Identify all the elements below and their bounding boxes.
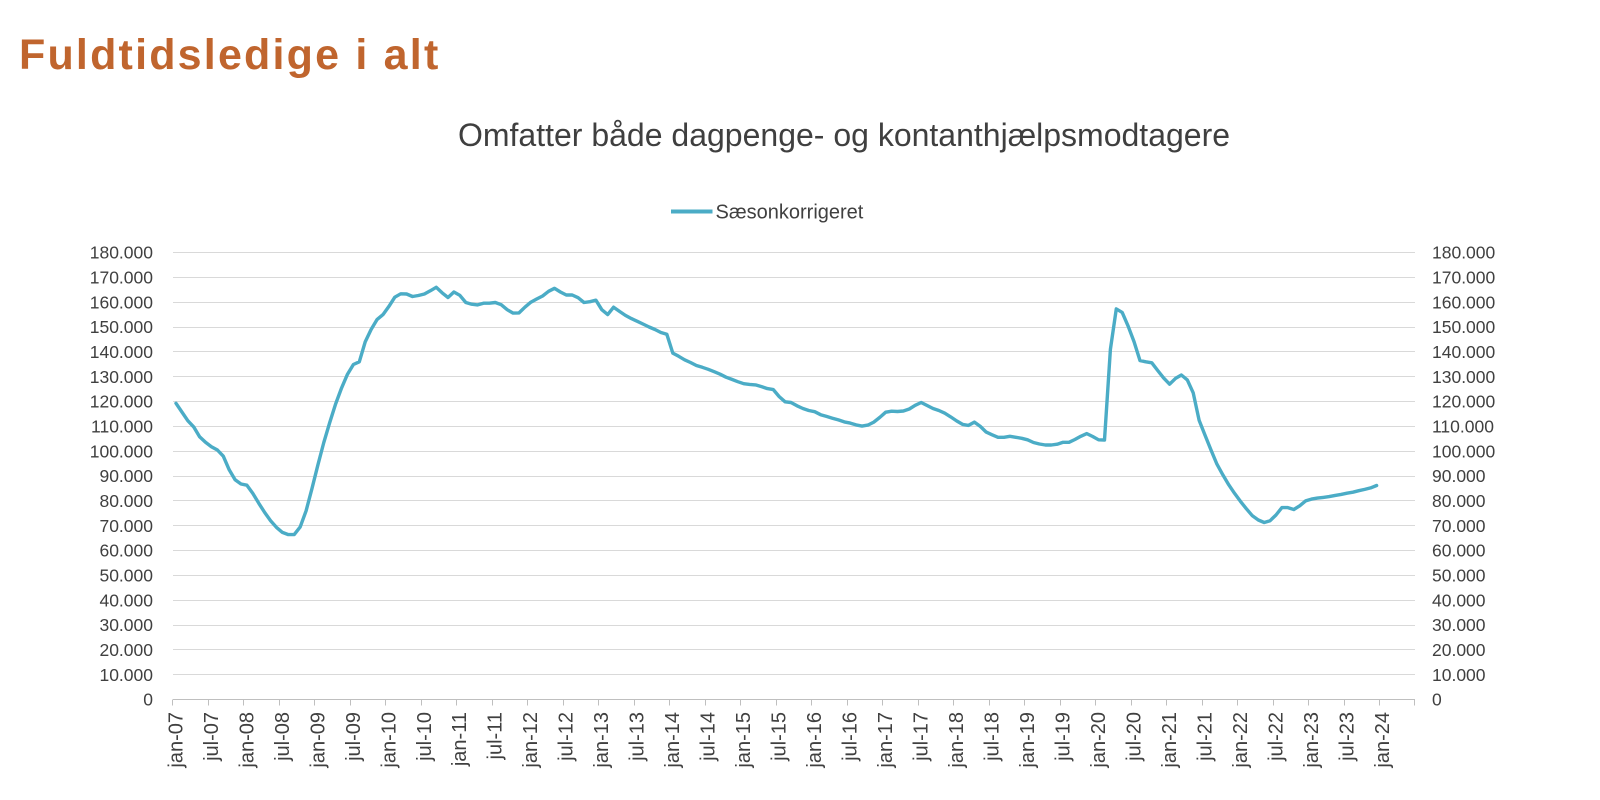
svg-text:jan-09: jan-09: [307, 712, 329, 769]
svg-text:120.000: 120.000: [1432, 392, 1496, 412]
svg-text:20.000: 20.000: [99, 640, 153, 660]
svg-text:jul-15: jul-15: [769, 712, 791, 762]
svg-text:40.000: 40.000: [99, 590, 153, 610]
svg-text:120.000: 120.000: [90, 392, 154, 412]
svg-text:jul-21: jul-21: [1194, 712, 1216, 762]
svg-text:160.000: 160.000: [1432, 292, 1496, 312]
svg-text:70.000: 70.000: [1432, 516, 1486, 536]
svg-text:jul-11: jul-11: [485, 712, 507, 760]
svg-text:jan-13: jan-13: [591, 712, 613, 769]
svg-text:jan-08: jan-08: [236, 712, 258, 769]
svg-text:80.000: 80.000: [99, 491, 153, 511]
svg-text:jan-18: jan-18: [946, 712, 968, 769]
svg-text:130.000: 130.000: [90, 367, 154, 387]
svg-text:jul-13: jul-13: [627, 712, 649, 762]
svg-text:jan-22: jan-22: [1230, 712, 1252, 769]
svg-text:jul-20: jul-20: [1124, 712, 1146, 762]
svg-text:jan-24: jan-24: [1372, 712, 1394, 769]
svg-text:jan-14: jan-14: [662, 712, 684, 769]
svg-text:jul-07: jul-07: [201, 712, 223, 762]
svg-text:150.000: 150.000: [1432, 317, 1496, 337]
svg-text:20.000: 20.000: [1432, 640, 1486, 660]
svg-text:150.000: 150.000: [90, 317, 154, 337]
svg-text:jan-07: jan-07: [165, 712, 187, 769]
svg-text:180.000: 180.000: [1432, 243, 1496, 263]
svg-text:100.000: 100.000: [1432, 441, 1496, 461]
svg-text:jul-22: jul-22: [1265, 712, 1287, 762]
svg-text:60.000: 60.000: [1432, 541, 1486, 561]
svg-text:jan-23: jan-23: [1301, 712, 1323, 769]
svg-text:50.000: 50.000: [99, 566, 153, 586]
svg-text:jul-17: jul-17: [911, 712, 933, 762]
svg-text:jul-09: jul-09: [343, 712, 365, 762]
svg-text:90.000: 90.000: [99, 466, 153, 486]
svg-text:jul-08: jul-08: [272, 712, 294, 762]
svg-text:160.000: 160.000: [90, 292, 154, 312]
svg-text:170.000: 170.000: [90, 268, 154, 288]
svg-text:70.000: 70.000: [99, 516, 153, 536]
svg-text:jul-18: jul-18: [982, 712, 1004, 762]
svg-text:110.000: 110.000: [1432, 417, 1494, 437]
svg-text:140.000: 140.000: [90, 342, 154, 362]
svg-text:jan-19: jan-19: [1017, 712, 1039, 769]
svg-text:0: 0: [1432, 690, 1442, 710]
svg-text:90.000: 90.000: [1432, 466, 1486, 486]
svg-text:Omfatter både dagpenge- og kon: Omfatter både dagpenge- og kontanthjælps…: [458, 117, 1230, 153]
svg-text:60.000: 60.000: [99, 541, 153, 561]
svg-text:0: 0: [143, 690, 153, 710]
svg-text:jan-10: jan-10: [378, 712, 400, 769]
svg-text:jan-16: jan-16: [804, 712, 826, 769]
svg-text:jul-16: jul-16: [840, 712, 862, 762]
svg-text:50.000: 50.000: [1432, 566, 1486, 586]
svg-text:jan-15: jan-15: [733, 712, 755, 769]
svg-text:30.000: 30.000: [1432, 615, 1486, 635]
svg-text:140.000: 140.000: [1432, 342, 1496, 362]
svg-text:110.000: 110.000: [91, 417, 153, 437]
svg-text:40.000: 40.000: [1432, 590, 1486, 610]
svg-text:jan-11: jan-11: [449, 712, 471, 767]
svg-text:jul-10: jul-10: [414, 712, 436, 762]
svg-text:170.000: 170.000: [1432, 268, 1496, 288]
svg-text:10.000: 10.000: [99, 665, 153, 685]
svg-text:jul-14: jul-14: [698, 712, 720, 762]
svg-text:jan-20: jan-20: [1088, 712, 1110, 769]
svg-text:jul-12: jul-12: [556, 712, 578, 762]
svg-text:130.000: 130.000: [1432, 367, 1496, 387]
svg-text:Sæsonkorrigeret: Sæsonkorrigeret: [716, 202, 864, 224]
svg-text:jan-17: jan-17: [875, 712, 897, 769]
svg-text:jul-19: jul-19: [1053, 712, 1075, 762]
svg-text:80.000: 80.000: [1432, 491, 1486, 511]
svg-text:jan-21: jan-21: [1159, 712, 1181, 769]
svg-text:10.000: 10.000: [1432, 665, 1486, 685]
svg-text:180.000: 180.000: [90, 243, 154, 263]
svg-text:jul-23: jul-23: [1336, 712, 1358, 762]
svg-text:30.000: 30.000: [99, 615, 153, 635]
svg-text:jan-12: jan-12: [520, 712, 542, 769]
svg-text:100.000: 100.000: [90, 441, 154, 461]
